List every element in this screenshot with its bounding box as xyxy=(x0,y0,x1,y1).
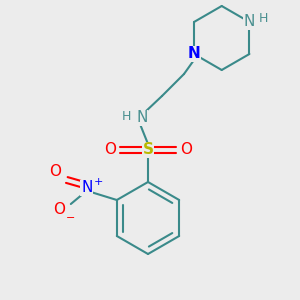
Text: O: O xyxy=(104,142,116,158)
Text: H: H xyxy=(121,110,131,122)
Text: H: H xyxy=(259,11,268,25)
Text: O: O xyxy=(180,142,192,158)
Text: O: O xyxy=(49,164,61,179)
Text: +: + xyxy=(94,177,104,187)
Text: N: N xyxy=(136,110,148,125)
Text: −: − xyxy=(66,213,76,223)
Text: S: S xyxy=(142,142,154,158)
Text: O: O xyxy=(53,202,65,217)
Text: N: N xyxy=(81,181,92,196)
Text: N: N xyxy=(244,14,255,29)
Text: N: N xyxy=(188,46,200,62)
